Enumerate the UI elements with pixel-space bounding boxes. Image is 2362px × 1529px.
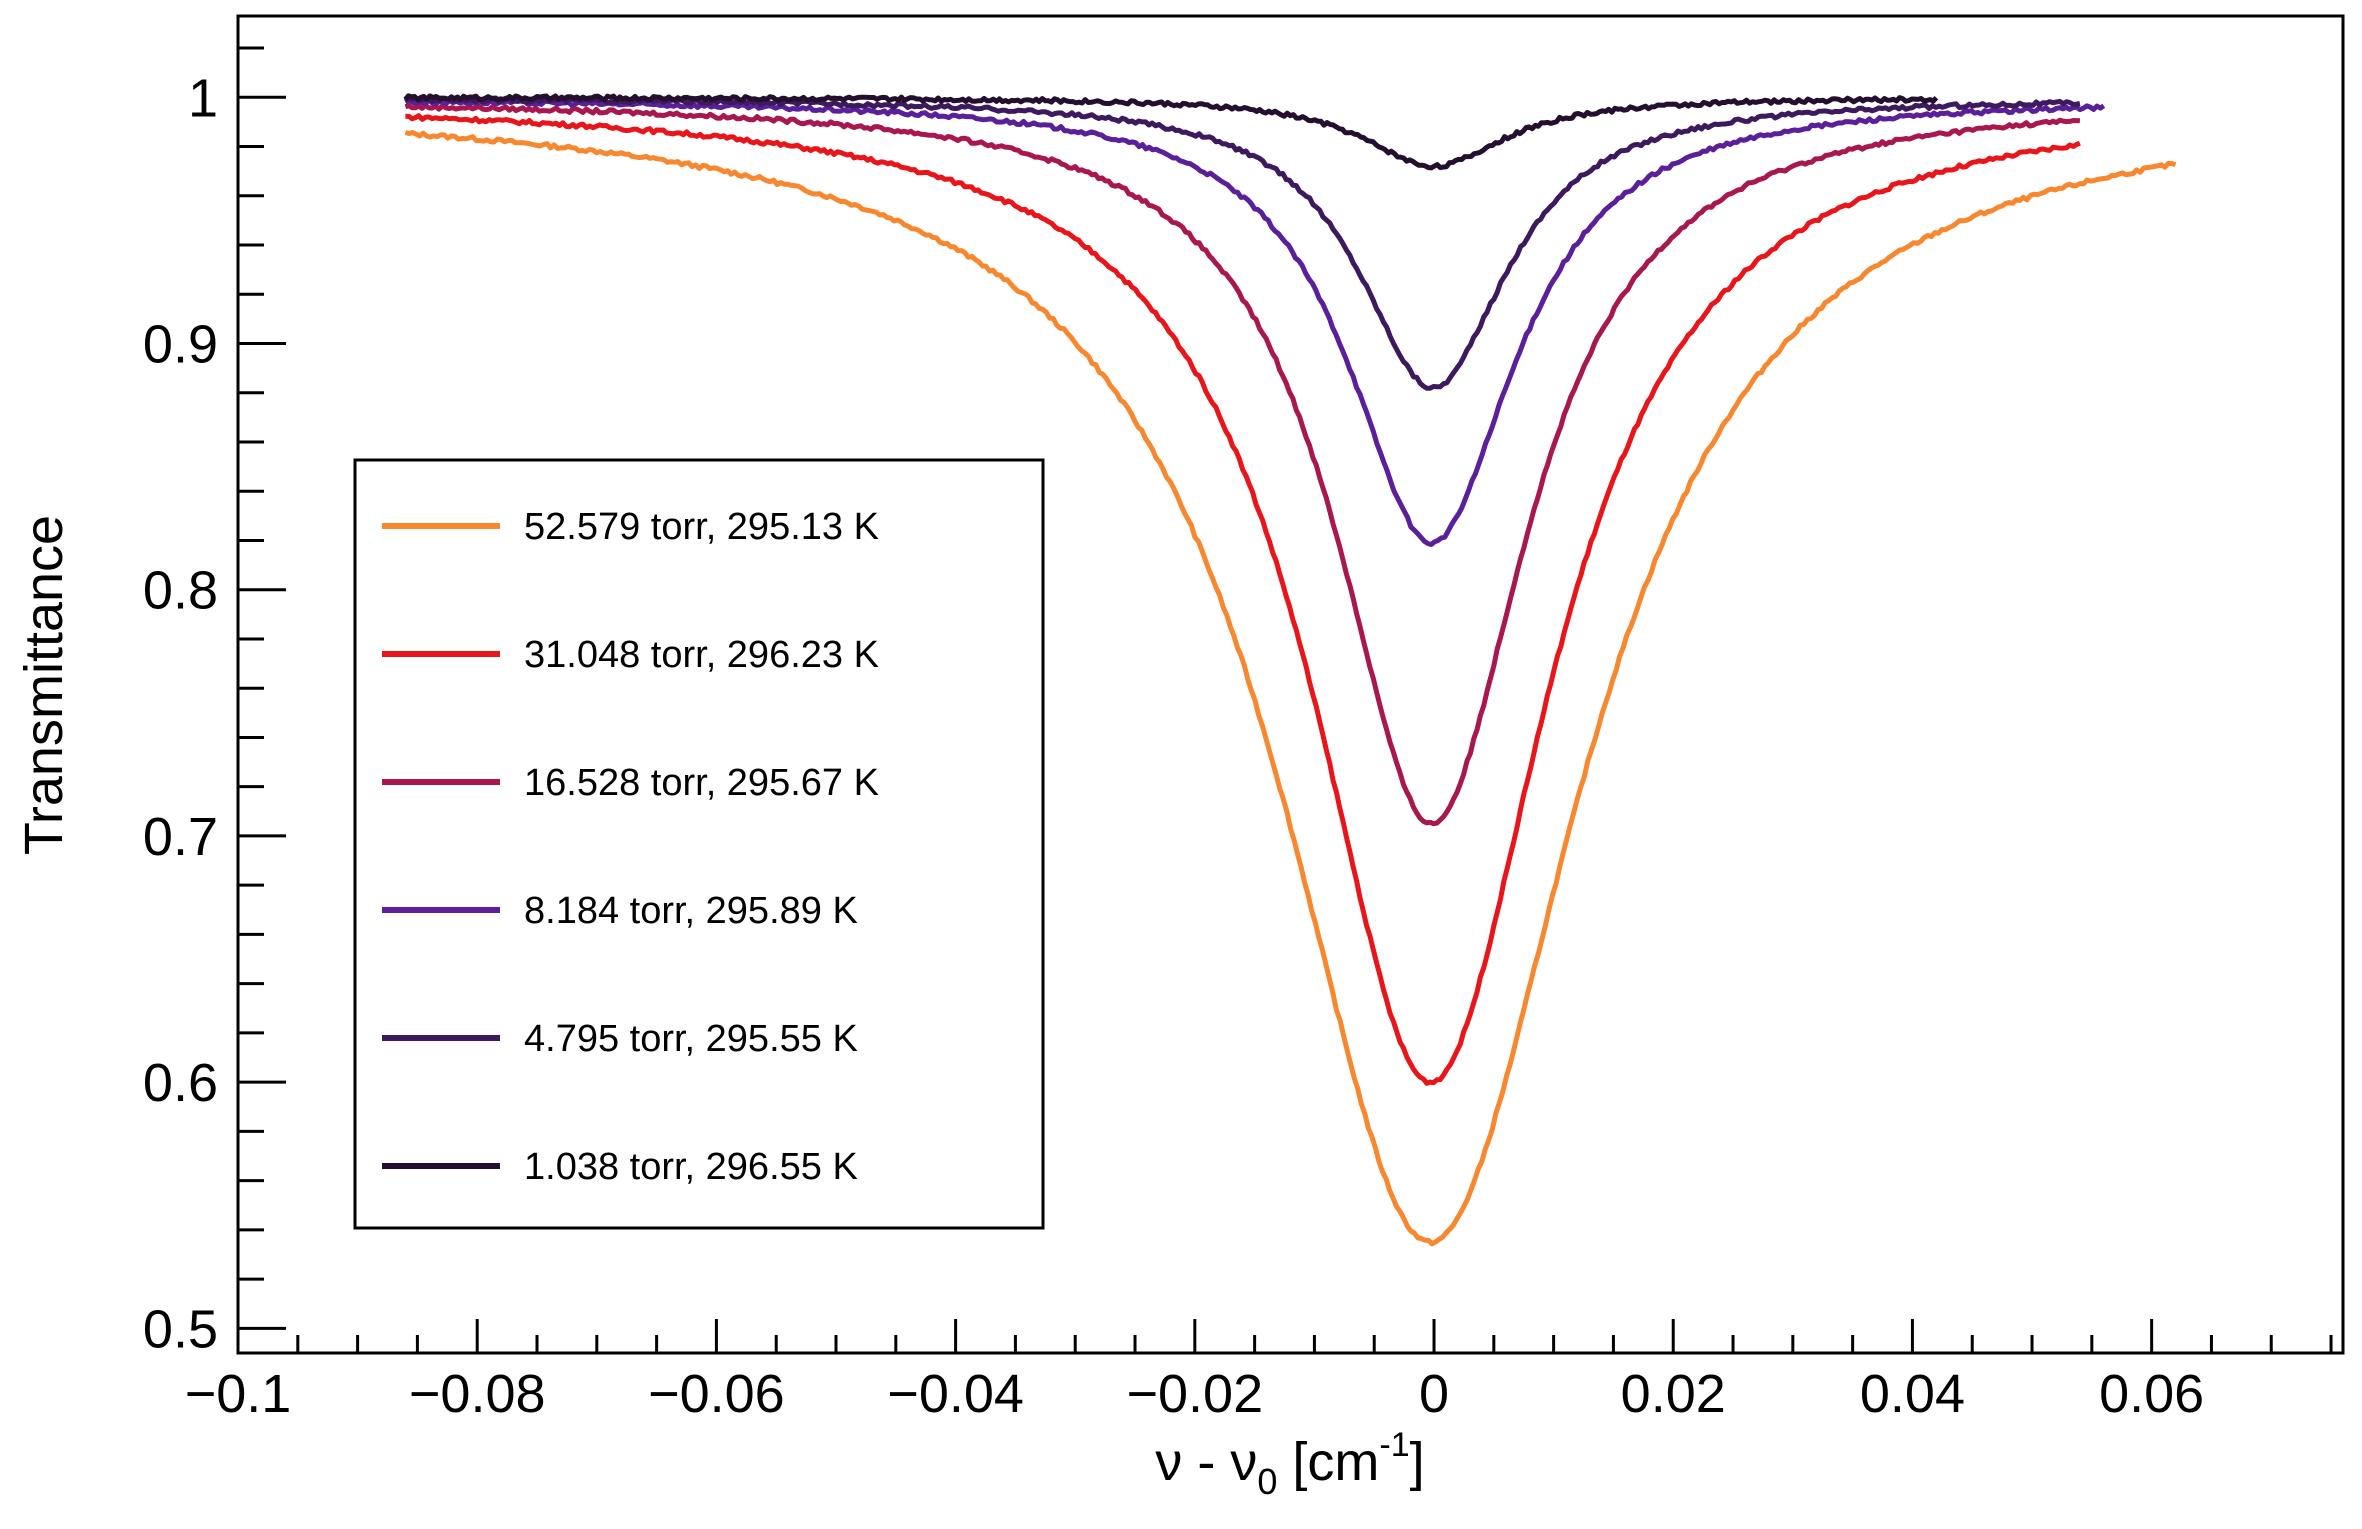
- x-tick-label: 0.02: [1621, 1364, 1726, 1424]
- y-tick-label: 0.7: [143, 807, 218, 867]
- x-tick-label: 0.06: [2099, 1364, 2204, 1424]
- legend-label: 1.038 torr, 296.55 K: [524, 1146, 858, 1188]
- series-line: [404, 102, 2081, 827]
- legend-label: 31.048 torr, 296.23 K: [524, 634, 879, 676]
- y-tick-label: 0.9: [143, 314, 218, 374]
- series-line: [405, 113, 2081, 1086]
- legend-label: 52.579 torr, 295.13 K: [524, 506, 879, 548]
- legend-entry: 52.579 torr, 295.13 K: [382, 506, 879, 548]
- x-tick-labels: −0.1 −0.08 −0.06 −0.04 −0.02 0 0.02 0.04 0.06: [185, 1364, 2204, 1424]
- x-axis-title: ν - ν0 [cm-1]: [1155, 1426, 1424, 1502]
- legend-box: [353, 458, 1045, 1230]
- y-tick-label: 0.5: [143, 1299, 218, 1359]
- series-line: [404, 97, 2106, 547]
- x-tick-label: −0.08: [409, 1364, 546, 1424]
- y-tick-label: 1: [188, 68, 218, 128]
- x-tick-label: 0: [1419, 1364, 1449, 1424]
- axis-ticks: [236, 46, 2333, 1353]
- x-tick-label: −0.06: [648, 1364, 785, 1424]
- series-line: [403, 93, 1939, 171]
- x-tick-label: −0.04: [887, 1364, 1024, 1424]
- series-line: [403, 95, 2081, 391]
- plot-frame: [236, 14, 2345, 1355]
- legend-label: 4.795 torr, 295.55 K: [524, 1018, 858, 1060]
- x-tick-label: 0.04: [1860, 1364, 1965, 1424]
- series-lines: [403, 93, 2177, 1247]
- legend-entry: 8.184 torr, 295.89 K: [382, 890, 858, 932]
- legend-entry: 31.048 torr, 296.23 K: [382, 634, 879, 676]
- legend-label: 16.528 torr, 295.67 K: [524, 762, 879, 804]
- y-tick-labels: 0.5 0.6 0.7 0.8 0.9 1: [143, 68, 218, 1359]
- x-tick-label: −0.02: [1126, 1364, 1263, 1424]
- y-tick-label: 0.8: [143, 561, 218, 621]
- y-tick-label: 0.6: [143, 1053, 218, 1113]
- legend-entry: 4.795 torr, 295.55 K: [382, 1018, 858, 1060]
- x-tick-label: −0.1: [185, 1364, 292, 1424]
- y-axis-title: Transmittance: [14, 515, 74, 855]
- legend-entry: 1.038 torr, 296.55 K: [382, 1146, 858, 1188]
- legend: 52.579 torr, 295.13 K 31.048 torr, 296.23…: [353, 458, 1045, 1230]
- series-line: [404, 130, 2177, 1247]
- legend-label: 8.184 torr, 295.89 K: [524, 890, 858, 932]
- legend-entry: 16.528 torr, 295.67 K: [382, 762, 879, 804]
